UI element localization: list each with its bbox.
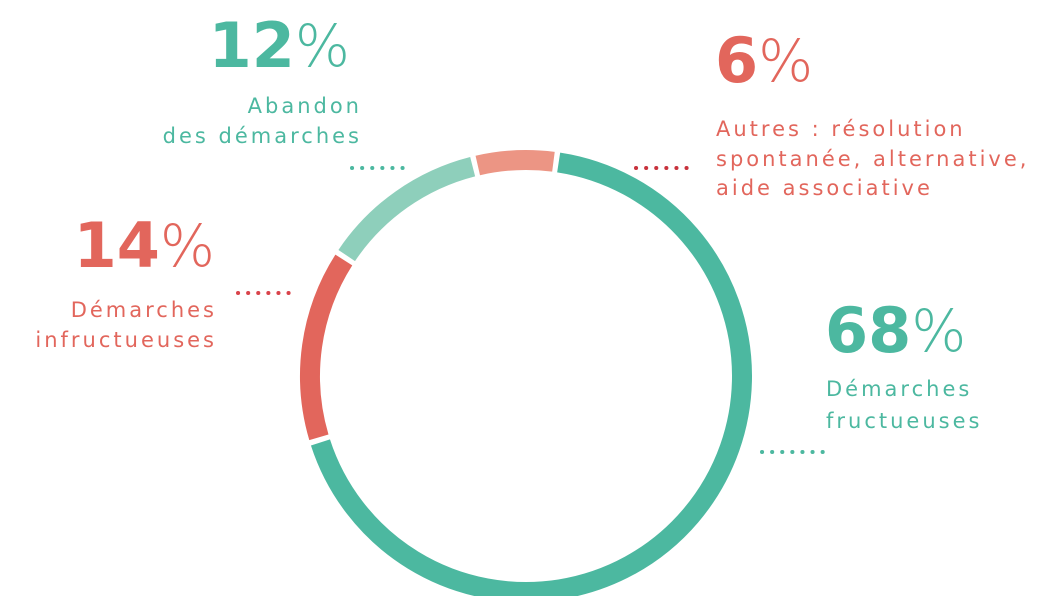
value-label: 14% (74, 209, 215, 282)
donut-segment (475, 150, 555, 176)
value-label: 6% (715, 24, 813, 97)
category-label: Démarches (71, 298, 217, 322)
category-label: Abandon (248, 94, 362, 118)
category-label: spontanée, alternative, (716, 147, 1029, 171)
value-label: 68% (825, 294, 966, 367)
donut-segment (338, 157, 476, 262)
value-label: 12% (209, 9, 350, 82)
category-label: fructueuses (826, 409, 982, 433)
category-label: aide associative (716, 176, 933, 200)
category-label: Démarches (826, 377, 972, 401)
donut-segment (310, 152, 752, 596)
donut-segment (300, 254, 353, 441)
category-label: Autres : résolution (716, 117, 966, 141)
category-label: infructueuses (35, 328, 217, 352)
category-label: des démarches (163, 124, 362, 148)
